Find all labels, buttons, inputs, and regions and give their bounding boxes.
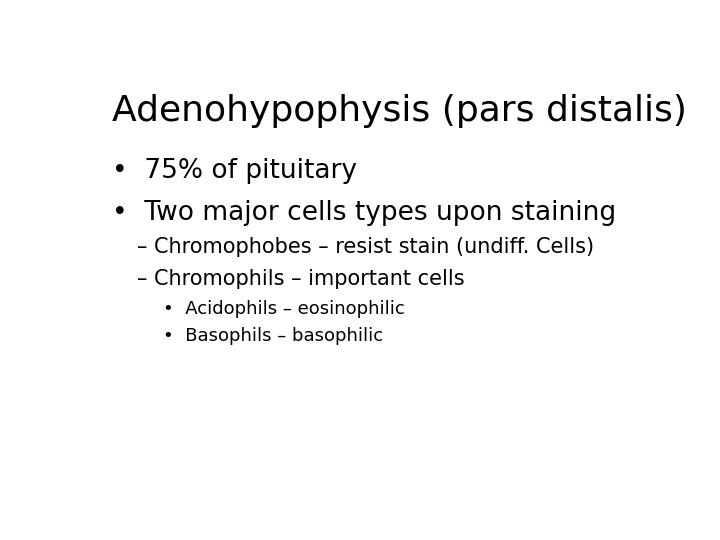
- Text: •  Acidophils – eosinophilic: • Acidophils – eosinophilic: [163, 300, 405, 318]
- Text: •  Basophils – basophilic: • Basophils – basophilic: [163, 327, 382, 345]
- Text: Adenohypophysis (pars distalis): Adenohypophysis (pars distalis): [112, 94, 687, 128]
- Text: – Chromophils – important cells: – Chromophils – important cells: [138, 268, 465, 288]
- Text: •  75% of pituitary: • 75% of pituitary: [112, 158, 357, 184]
- Text: •  Two major cells types upon staining: • Two major cells types upon staining: [112, 200, 616, 226]
- Text: – Chromophobes – resist stain (undiff. Cells): – Chromophobes – resist stain (undiff. C…: [138, 238, 595, 258]
